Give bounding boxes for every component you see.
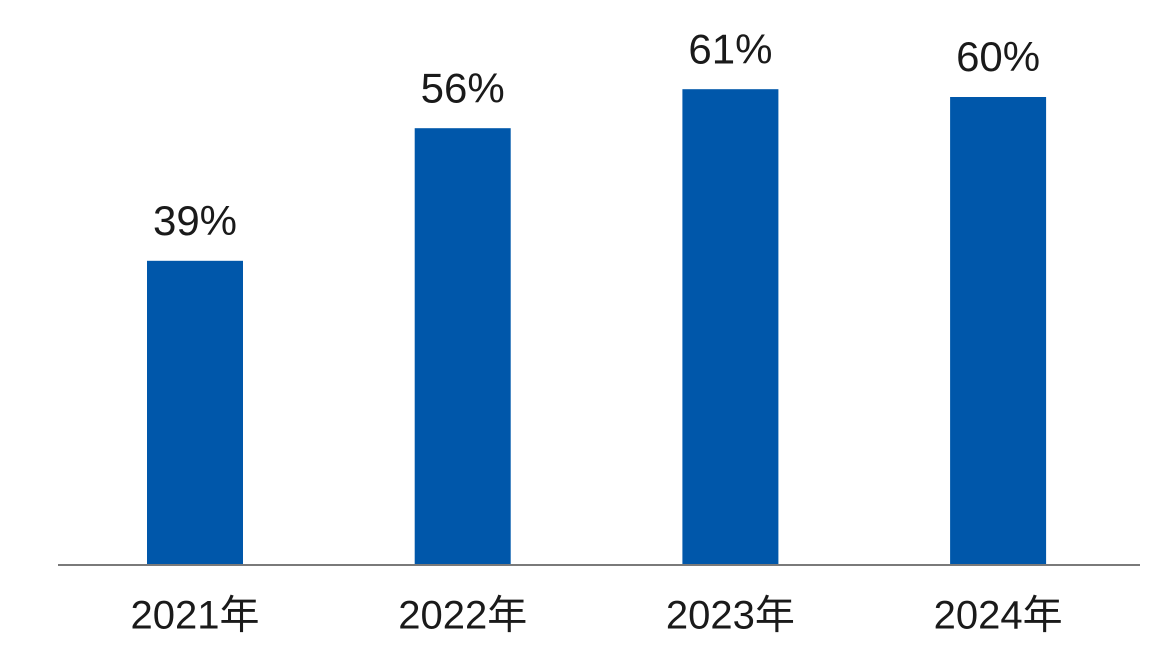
- x-tick-label: 2022年: [398, 594, 527, 638]
- value-label: 39%: [153, 197, 237, 244]
- bar: [682, 89, 779, 565]
- x-tick-label: 2021年: [131, 594, 260, 638]
- value-label: 61%: [688, 25, 772, 72]
- bar: [950, 97, 1047, 565]
- bar: [147, 260, 243, 565]
- x-tick-label: 2023年: [666, 594, 795, 638]
- bar: [414, 128, 511, 565]
- value-label: 60%: [956, 33, 1040, 80]
- x-tick-label: 2024年: [934, 594, 1063, 638]
- value-label: 56%: [421, 64, 505, 111]
